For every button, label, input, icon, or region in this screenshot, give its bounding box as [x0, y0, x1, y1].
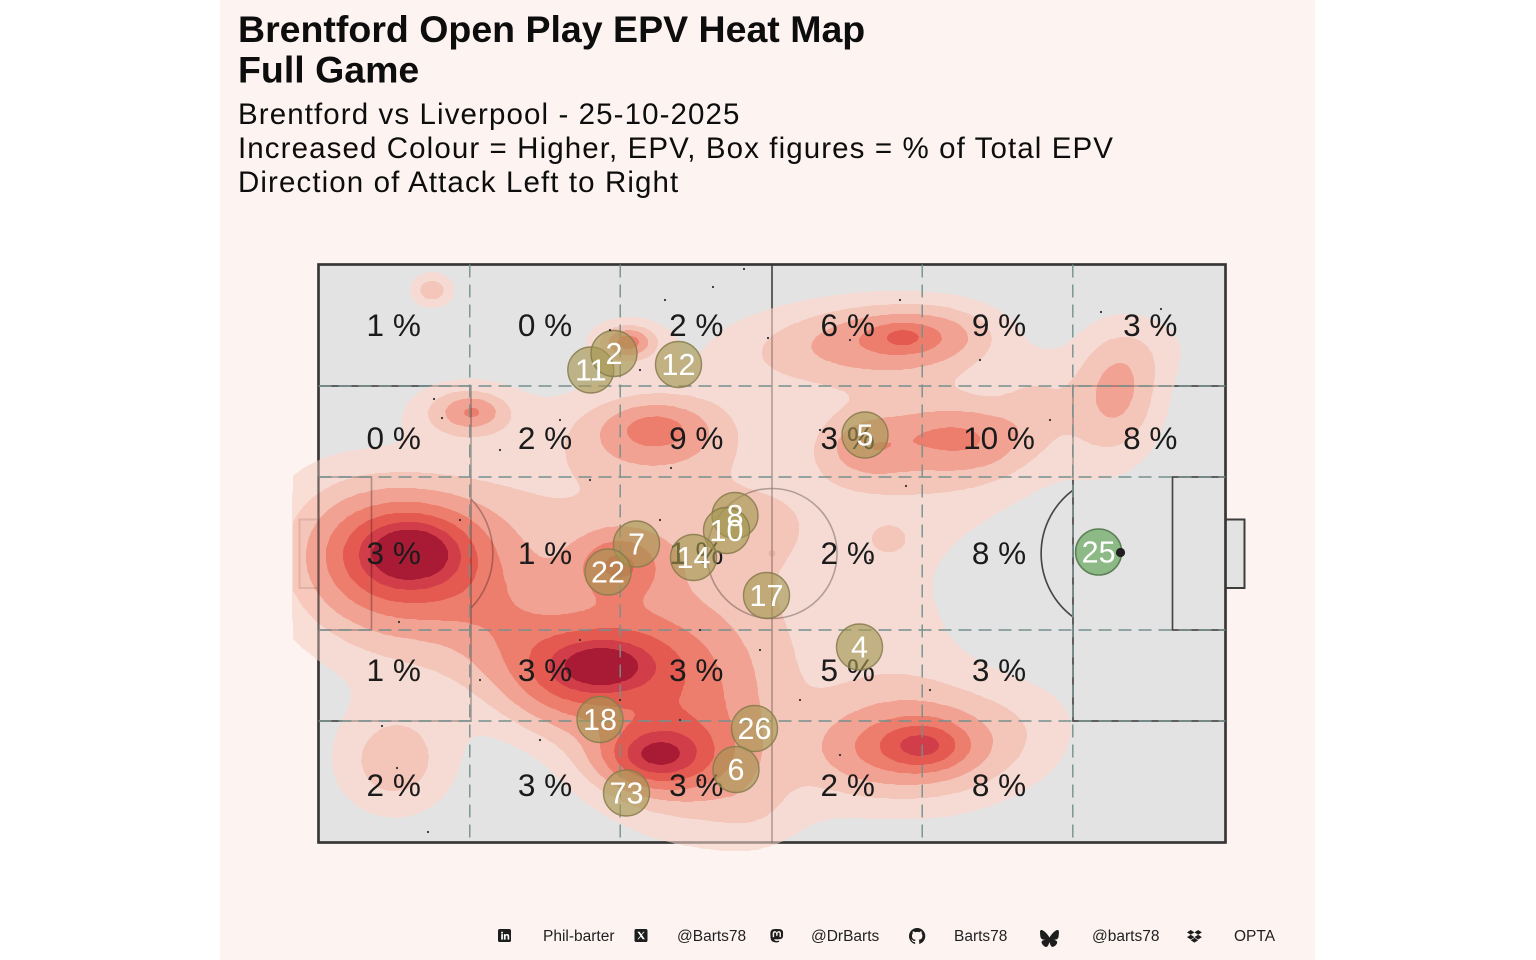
svg-text:8 %: 8 % [972, 535, 1026, 571]
svg-text:3 %: 3 % [972, 652, 1026, 688]
svg-text:2 %: 2 % [669, 307, 723, 343]
svg-text:10: 10 [710, 514, 744, 548]
svg-text:2 %: 2 % [367, 767, 421, 803]
svg-text:11: 11 [575, 354, 607, 388]
svg-text:8: 8 [727, 499, 744, 533]
svg-text:2: 2 [606, 337, 623, 371]
svg-text:3 %: 3 % [1123, 307, 1177, 343]
svg-text:Increased Colour = Higher, EPV: Increased Colour = Higher, EPV, Box figu… [238, 132, 1114, 165]
svg-text:3 %: 3 % [518, 767, 572, 803]
svg-text:17: 17 [750, 579, 784, 613]
svg-text:0 %: 0 % [518, 307, 572, 343]
svg-text:8 %: 8 % [1123, 420, 1177, 456]
svg-text:3 %: 3 % [518, 652, 572, 688]
svg-text:2 %: 2 % [518, 420, 572, 456]
svg-text:18: 18 [583, 703, 617, 737]
svg-text:1 %: 1 % [367, 652, 421, 688]
svg-text:22: 22 [591, 556, 625, 590]
svg-text:9 %: 9 % [669, 420, 723, 456]
svg-text:6: 6 [728, 753, 745, 787]
svg-text:26: 26 [738, 712, 772, 746]
svg-text:3 %: 3 % [669, 652, 723, 688]
svg-text:2 %: 2 % [821, 767, 875, 803]
svg-text:1 %: 1 % [518, 535, 572, 571]
svg-text:25: 25 [1082, 536, 1116, 570]
svg-text:OPTA: OPTA [1234, 928, 1276, 945]
svg-text:2 %: 2 % [821, 535, 875, 571]
svg-text:Phil-barter: Phil-barter [543, 928, 615, 945]
svg-text:Brentford vs Liverpool - 25-10: Brentford vs Liverpool - 25-10-2025 [238, 98, 741, 131]
svg-text:4: 4 [851, 631, 868, 665]
svg-text:14: 14 [677, 541, 711, 575]
svg-text:7: 7 [628, 528, 645, 562]
svg-text:@Barts78: @Barts78 [677, 928, 746, 945]
svg-text:Direction of Attack Left to Ri: Direction of Attack Left to Right [238, 166, 679, 199]
svg-text:Brentford Open Play EPV Heat M: Brentford Open Play EPV Heat Map [238, 8, 865, 50]
svg-text:Full Game: Full Game [238, 49, 419, 91]
svg-text:9 %: 9 % [972, 307, 1026, 343]
svg-text:12: 12 [662, 348, 696, 382]
svg-text:0 %: 0 % [367, 420, 421, 456]
svg-text:@barts78: @barts78 [1092, 928, 1159, 945]
svg-text:@DrBarts: @DrBarts [811, 928, 880, 945]
svg-text:Barts78: Barts78 [954, 928, 1007, 945]
svg-text:10 %: 10 % [963, 420, 1035, 456]
svg-text:6 %: 6 % [821, 307, 875, 343]
svg-text:3 %: 3 % [367, 535, 421, 571]
svg-text:1 %: 1 % [367, 307, 421, 343]
svg-text:73: 73 [610, 777, 644, 811]
svg-text:5: 5 [857, 419, 874, 453]
svg-text:8 %: 8 % [972, 767, 1026, 803]
